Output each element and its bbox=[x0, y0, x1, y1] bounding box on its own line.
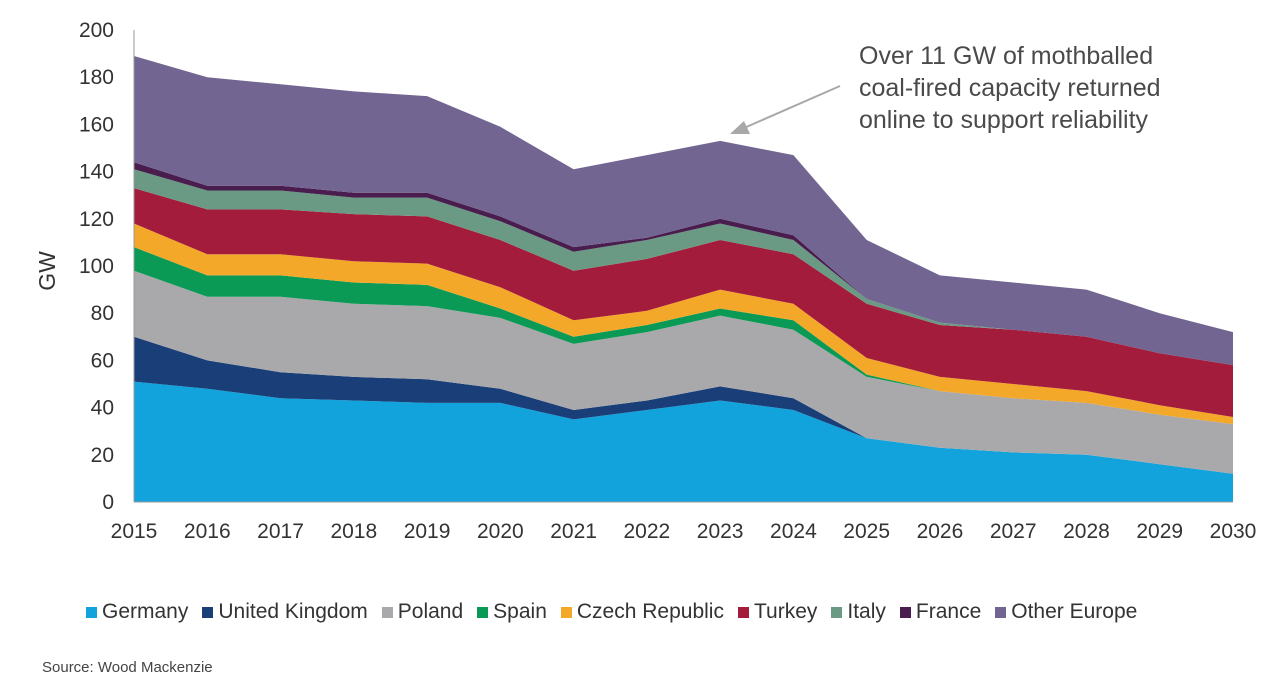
y-tick-labels: 0 20 40 60 80 100 120 140 160 180 200 bbox=[79, 19, 114, 514]
legend-item: United Kingdom bbox=[202, 600, 368, 624]
legend-item: Czech Republic bbox=[560, 600, 724, 624]
legend-swatch bbox=[995, 606, 1007, 618]
y-tick-label: 0 bbox=[102, 491, 114, 514]
legend-swatch bbox=[477, 606, 489, 618]
legend-label: Other Europe bbox=[1011, 600, 1138, 623]
x-tick-label: 2015 bbox=[111, 520, 158, 543]
y-tick-label: 180 bbox=[79, 66, 114, 89]
legend-swatch bbox=[831, 606, 843, 618]
y-tick-label: 20 bbox=[91, 444, 114, 467]
legend-label: Turkey bbox=[753, 600, 818, 623]
y-tick-label: 120 bbox=[79, 208, 114, 231]
stacked-area-chart: 0 20 40 60 80 100 120 140 160 180 200 2015 2016 2017… bbox=[34, 19, 1257, 543]
annotation-arrow-line bbox=[743, 85, 841, 129]
annotation: Over 11 GW of mothballed coal-fired capa… bbox=[730, 42, 1161, 134]
legend-item: Italy bbox=[831, 600, 886, 624]
legend-swatch bbox=[560, 606, 572, 618]
legend-label: Italy bbox=[847, 600, 886, 623]
x-tick-label: 2016 bbox=[184, 520, 231, 543]
x-tick-label: 2024 bbox=[770, 520, 817, 543]
x-tick-label: 2023 bbox=[697, 520, 744, 543]
annotation-line-2: coal-fired capacity returned bbox=[859, 74, 1161, 102]
x-tick-label: 2018 bbox=[330, 520, 377, 543]
x-tick-label: 2022 bbox=[624, 520, 671, 543]
legend-swatch bbox=[202, 606, 214, 618]
x-tick-label: 2027 bbox=[990, 520, 1037, 543]
legend-label: Spain bbox=[493, 600, 547, 623]
area-united-kingdom bbox=[134, 336, 1233, 474]
area-turkey bbox=[134, 188, 1233, 417]
y-tick-label: 140 bbox=[79, 161, 114, 184]
area-germany bbox=[134, 381, 1233, 502]
legend-item: Germany bbox=[86, 600, 188, 624]
y-tick-label: 160 bbox=[79, 113, 114, 136]
y-tick-label: 200 bbox=[79, 19, 114, 42]
area-other-europe bbox=[134, 56, 1233, 366]
legend-item: France bbox=[899, 600, 982, 624]
annotation-arrow-head bbox=[730, 121, 750, 134]
legend-label: United Kingdom bbox=[218, 600, 368, 623]
annotation-line-3: online to support reliability bbox=[859, 106, 1149, 134]
legend-item: Other Europe bbox=[995, 600, 1137, 624]
y-axis-title: GW bbox=[34, 251, 60, 291]
legend-label: Czech Republic bbox=[576, 600, 724, 623]
legend-item: Turkey bbox=[737, 600, 818, 624]
legend-label: France bbox=[915, 600, 982, 623]
area-czech-republic bbox=[134, 223, 1233, 425]
annotation-line-1: Over 11 GW of mothballed bbox=[859, 42, 1153, 70]
legend-item: Spain bbox=[477, 600, 547, 624]
x-tick-label: 2026 bbox=[917, 520, 964, 543]
legend-swatch bbox=[737, 606, 749, 618]
y-tick-label: 100 bbox=[79, 255, 114, 278]
area-poland bbox=[134, 270, 1233, 474]
x-tick-label: 2019 bbox=[404, 520, 451, 543]
x-tick-label: 2020 bbox=[477, 520, 524, 543]
legend-label: Germany bbox=[102, 600, 189, 623]
x-tick-label: 2028 bbox=[1063, 520, 1110, 543]
legend: Germany United Kingdom Poland Spain Czech Re… bbox=[86, 600, 1266, 624]
legend-swatch bbox=[86, 606, 97, 618]
area-spain bbox=[134, 247, 1233, 425]
x-tick-labels: 2015 2016 2017 2018 2019 2020 2021 2022 2023 2024… bbox=[111, 520, 1257, 543]
x-tick-label: 2017 bbox=[257, 520, 304, 543]
legend-swatch bbox=[899, 606, 911, 618]
x-tick-label: 2029 bbox=[1136, 520, 1183, 543]
y-tick-label: 60 bbox=[91, 349, 114, 372]
x-tick-label: 2025 bbox=[843, 520, 890, 543]
legend-item: Poland bbox=[381, 600, 464, 624]
area-layer bbox=[134, 56, 1233, 502]
y-tick-label: 40 bbox=[91, 397, 114, 420]
legend-swatch bbox=[381, 606, 393, 618]
x-tick-label: 2021 bbox=[550, 520, 597, 543]
source-note: Source: Wood Mackenzie bbox=[42, 659, 213, 676]
legend-label: Poland bbox=[397, 600, 464, 623]
y-tick-label: 80 bbox=[91, 302, 114, 325]
x-tick-label: 2030 bbox=[1210, 520, 1257, 543]
